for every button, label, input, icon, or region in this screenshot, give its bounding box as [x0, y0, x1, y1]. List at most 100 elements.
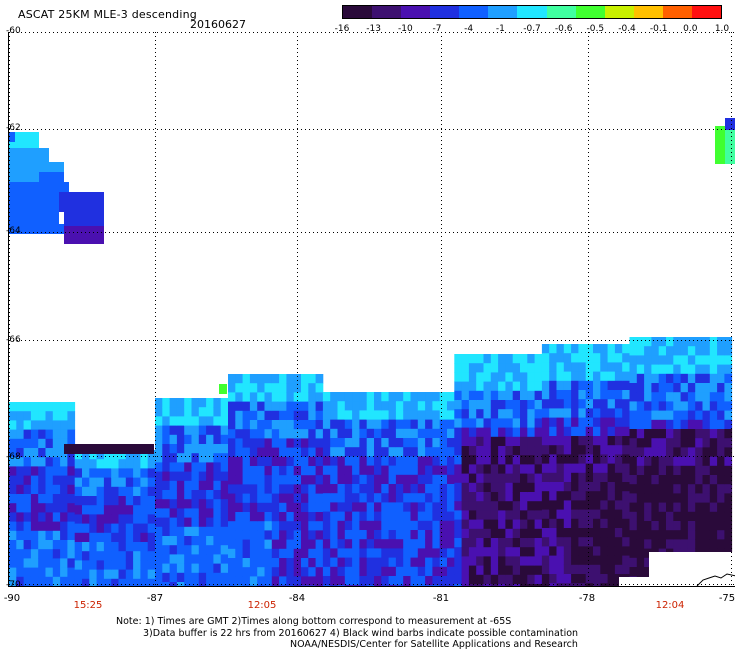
data-cell	[512, 492, 521, 502]
data-cell	[315, 401, 324, 412]
data-cell	[147, 569, 156, 580]
data-cell	[490, 492, 499, 502]
data-cell	[549, 344, 557, 354]
data-cell	[425, 401, 433, 411]
data-cell	[16, 438, 24, 449]
data-cell	[468, 363, 477, 373]
data-cell	[571, 445, 579, 455]
data-cell	[198, 398, 207, 408]
data-cell	[439, 419, 448, 430]
data-cell	[454, 372, 462, 382]
data-cell	[125, 450, 134, 460]
data-cell	[315, 585, 324, 586]
color-scale-segment	[459, 6, 489, 18]
data-cell	[38, 503, 46, 513]
data-cell	[330, 557, 338, 568]
color-scale-segment	[430, 6, 460, 18]
data-cell	[147, 551, 156, 561]
data-cell	[520, 446, 528, 456]
data-cell	[67, 558, 76, 568]
data-cell	[133, 477, 141, 488]
data-cell	[374, 419, 382, 430]
data-cell	[30, 420, 39, 430]
data-cell	[644, 383, 652, 393]
data-cell	[381, 419, 389, 430]
data-cell	[512, 519, 521, 530]
data-cell	[359, 438, 368, 448]
data-cell	[23, 549, 32, 559]
data-cell	[468, 381, 477, 392]
data-cell	[417, 419, 426, 430]
data-cell	[191, 499, 200, 509]
data-cell	[585, 399, 594, 409]
data-cell	[352, 502, 360, 512]
data-cell	[476, 501, 484, 511]
color-scale-segment	[691, 6, 722, 18]
data-cell	[162, 407, 170, 417]
data-cell	[666, 364, 674, 375]
data-cell	[249, 410, 258, 421]
data-cell	[388, 410, 397, 420]
data-cell	[636, 530, 645, 540]
data-cell	[60, 402, 68, 412]
data-cell	[512, 482, 521, 493]
data-cell	[60, 576, 68, 586]
data-cell	[330, 548, 338, 558]
data-cell	[673, 539, 681, 549]
data-cell	[111, 477, 119, 488]
data-cell	[709, 346, 718, 356]
data-cell	[381, 410, 389, 420]
data-cell	[709, 383, 718, 393]
data-cell	[695, 373, 703, 384]
data-cell	[483, 473, 492, 484]
data-cell	[249, 447, 258, 458]
data-cell	[38, 540, 46, 550]
data-cell	[271, 420, 280, 430]
data-cell	[666, 438, 674, 448]
data-cell	[520, 528, 528, 539]
data-cell	[67, 521, 76, 532]
data-cell	[585, 537, 594, 547]
data-cell	[206, 398, 214, 408]
data-cell	[512, 354, 521, 364]
data-cell	[293, 585, 302, 586]
data-cell	[352, 474, 360, 485]
data-cell	[571, 509, 579, 520]
data-cell	[593, 445, 601, 455]
data-cell	[235, 401, 243, 412]
data-cell	[673, 465, 681, 476]
data-cell	[447, 447, 455, 457]
data-cell	[206, 471, 214, 482]
data-cell	[512, 390, 521, 401]
data-cell	[410, 410, 419, 420]
data-cell	[213, 398, 222, 408]
data-cell	[352, 401, 360, 411]
data-cell	[366, 419, 375, 430]
data-cell	[629, 511, 638, 522]
data-cell	[651, 511, 660, 522]
data-cell	[417, 428, 426, 439]
data-cell	[468, 492, 477, 502]
data-cell	[366, 557, 375, 568]
data-cell	[505, 363, 514, 373]
data-cell	[505, 354, 514, 364]
data-cell	[585, 500, 594, 510]
data-cell	[447, 502, 455, 512]
data-cell	[658, 355, 667, 365]
data-cell	[578, 546, 587, 556]
data-cell	[636, 364, 645, 375]
data-cell	[578, 371, 587, 382]
data-cell	[695, 346, 703, 356]
data-cell	[191, 462, 200, 472]
data-cell	[191, 582, 200, 586]
data-cell	[337, 576, 346, 586]
data-cell	[534, 556, 543, 566]
data-cell	[60, 420, 68, 430]
data-cell	[614, 537, 623, 547]
data-cell	[651, 429, 660, 439]
data-cell	[585, 390, 594, 400]
data-cell	[23, 448, 32, 458]
data-cell	[374, 447, 382, 457]
data-cell	[286, 466, 295, 476]
data-cell	[257, 484, 265, 494]
